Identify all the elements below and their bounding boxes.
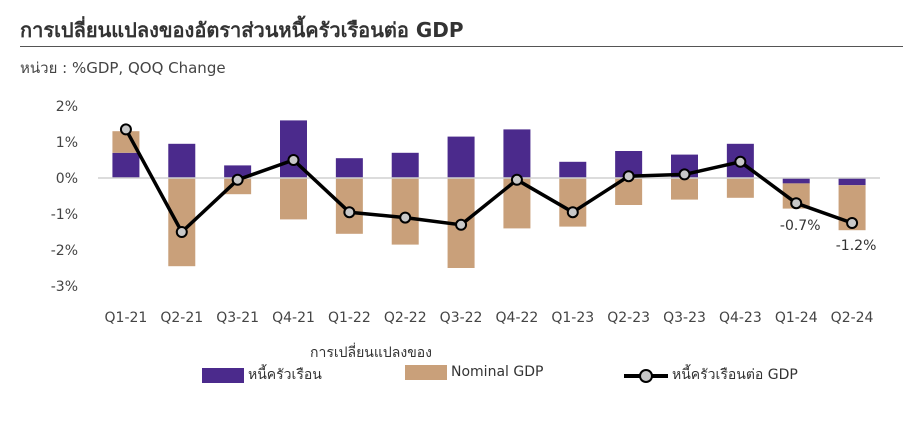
point-debt-to-gdp — [119, 123, 132, 136]
legend-item-debt-to-gdp: หนี้ครัวเรือนต่อ GDP — [624, 364, 798, 386]
bar-nominal-gdp — [726, 178, 754, 198]
x-tick-label: Q2-22 — [384, 310, 427, 326]
y-tick-label: 0% — [56, 171, 78, 187]
y-tick-label: -3% — [51, 279, 78, 295]
point-debt-to-gdp — [287, 154, 300, 166]
bar-household-debt — [503, 129, 531, 178]
bar-household-debt — [112, 152, 140, 178]
point-debt-to-gdp — [399, 211, 412, 224]
x-tick-label: Q2-21 — [160, 310, 203, 326]
legend-swatch-nominal-gdp — [405, 364, 447, 380]
point-debt-to-gdp — [566, 206, 579, 219]
bar-household-debt — [335, 158, 363, 178]
bar-nominal-gdp — [391, 178, 419, 245]
point-debt-to-gdp — [790, 197, 803, 210]
x-tick-label: Q1-23 — [551, 310, 594, 326]
bar-household-debt — [559, 161, 587, 178]
x-tick-label: Q4-22 — [496, 310, 539, 326]
chart-subtitle: หน่วย : %GDP, QOQ Change — [20, 59, 226, 77]
bar-nominal-gdp — [559, 178, 587, 227]
point-debt-to-gdp — [622, 170, 635, 183]
bar-household-debt — [838, 178, 866, 186]
point-debt-to-gdp — [231, 173, 244, 186]
data-label: -1.2% — [836, 238, 877, 254]
point-debt-to-gdp — [175, 226, 188, 238]
x-tick-label: Q3-23 — [663, 310, 706, 326]
legend-item-household-debt: หนี้ครัวเรือน — [202, 364, 322, 386]
y-tick-label: -2% — [51, 243, 78, 259]
legend-label-household-debt: หนี้ครัวเรือน — [248, 367, 322, 383]
bar-household-debt — [447, 136, 475, 178]
x-tick-label: Q1-22 — [328, 310, 371, 326]
point-debt-to-gdp — [455, 218, 468, 231]
title-divider — [20, 46, 903, 47]
legend-swatch-household-debt — [202, 367, 244, 383]
bar-nominal-gdp — [224, 178, 252, 195]
y-tick-label: -1% — [51, 207, 78, 223]
y-tick-label: 1% — [56, 135, 78, 151]
x-tick-label: Q2-24 — [831, 310, 874, 326]
x-tick-label: Q4-23 — [719, 310, 762, 326]
bar-nominal-gdp — [671, 178, 698, 200]
point-debt-to-gdp — [846, 217, 859, 229]
y-tick-label: 2% — [56, 99, 78, 115]
x-tick-label: Q4-21 — [272, 310, 315, 326]
bar-nominal-gdp — [335, 178, 363, 234]
chart-title: การเปลี่ยนแปลงของอัตราส่วนหนี้ครัวเรือนต… — [20, 18, 464, 42]
point-debt-to-gdp — [734, 155, 747, 168]
bar-nominal-gdp — [112, 131, 140, 153]
legend-label-debt-to-gdp: หนี้ครัวเรือนต่อ GDP — [672, 367, 798, 383]
bar-household-debt — [391, 152, 419, 178]
x-tick-label: Q1-24 — [775, 310, 818, 326]
bar-household-debt — [168, 143, 196, 178]
legend-title: การเปลี่ยนแปลงของ — [310, 345, 433, 361]
x-tick-label: Q1-21 — [105, 310, 148, 326]
chart-plot: 2% 1% 0% -1% -2% -3% Q1-21 Q2-21 Q3-21 Q4-21 Q1-22… — [51, 99, 880, 326]
legend-item-nominal-gdp: Nominal GDP — [405, 364, 543, 380]
x-tick-label: Q2-23 — [607, 310, 650, 326]
line-debt-to-gdp — [124, 128, 853, 234]
data-label: -0.7% — [780, 218, 821, 234]
bar-household-debt — [224, 165, 252, 178]
point-debt-to-gdp — [343, 206, 356, 219]
x-tick-label: Q3-21 — [216, 310, 259, 326]
x-tick-label: Q3-22 — [440, 310, 483, 326]
bar-nominal-gdp — [280, 178, 307, 220]
point-debt-to-gdp — [510, 173, 523, 186]
bar-household-debt — [782, 178, 810, 184]
point-debt-to-gdp — [678, 168, 691, 181]
legend-label-nominal-gdp: Nominal GDP — [451, 364, 544, 380]
legend-swatch-debt-to-gdp — [624, 368, 668, 383]
